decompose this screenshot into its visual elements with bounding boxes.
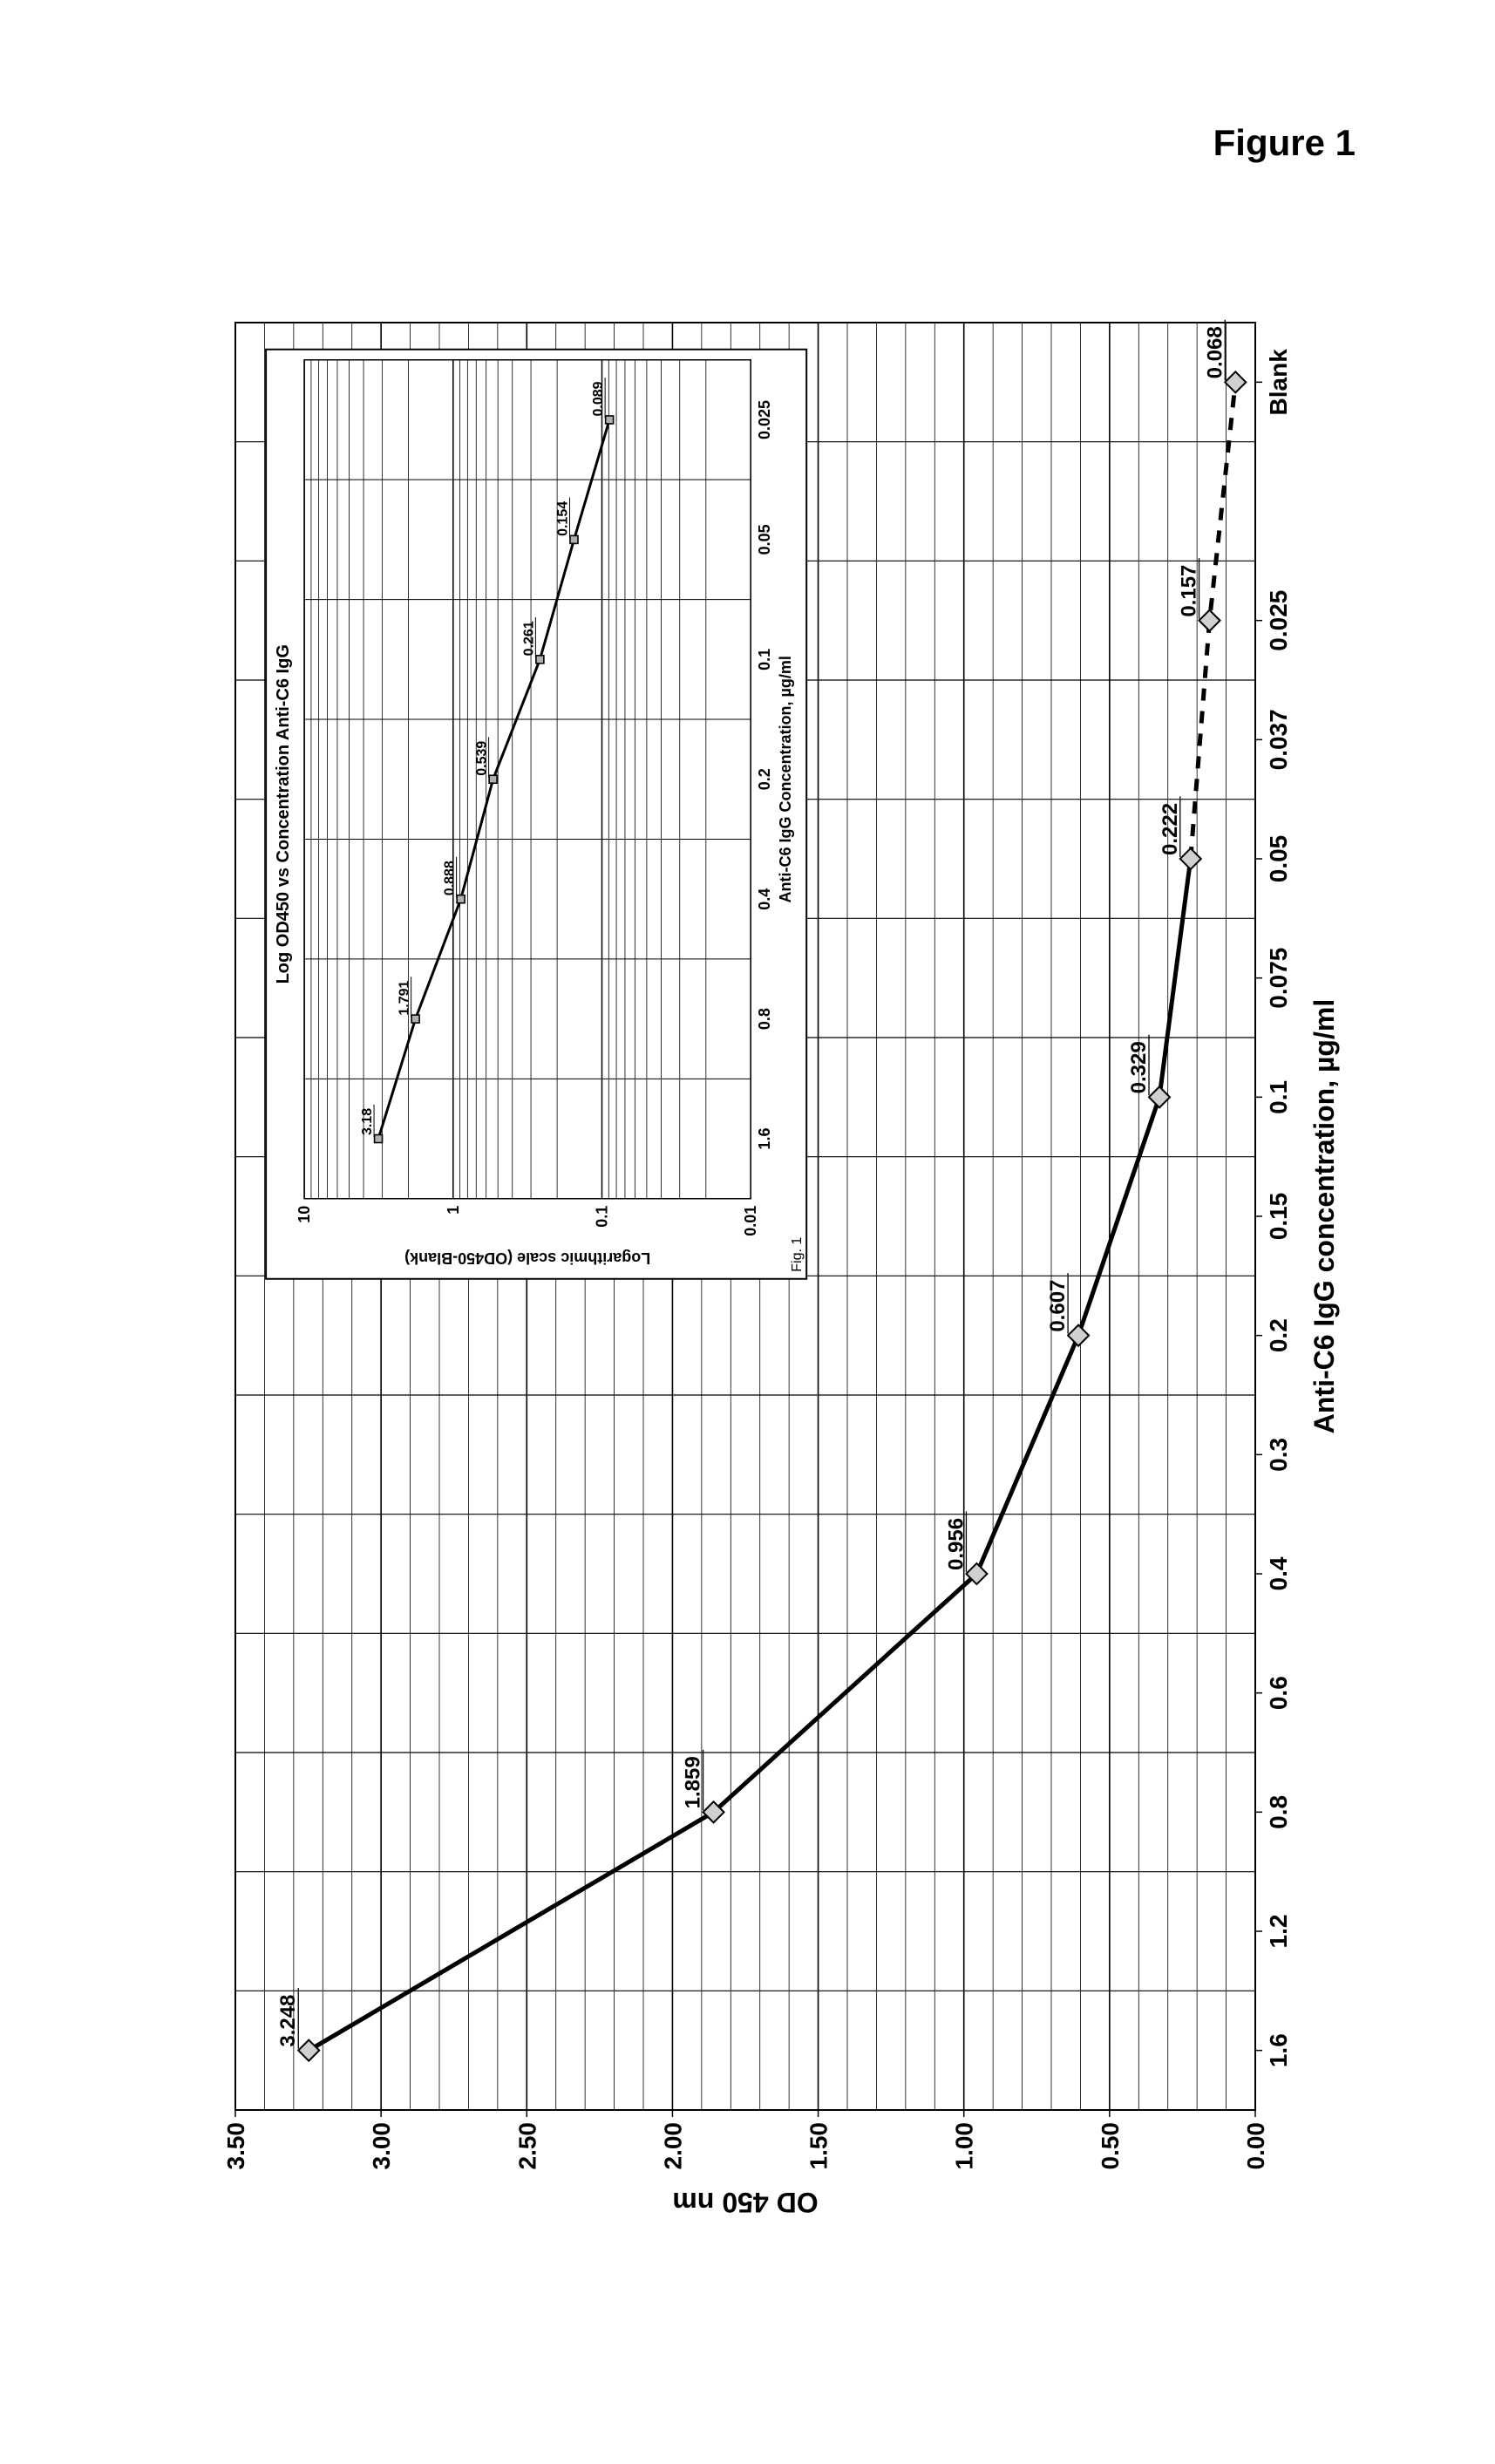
figure-label: Figure 1 — [1213, 122, 1356, 164]
y-tick-label: 0.00 — [1242, 2122, 1269, 2170]
data-label: 0.157 — [1178, 565, 1201, 617]
rotated-plot-container: 0.00 0.50 1.00 1.50 2.00 2.50 3.00 3.50 1.6 1.2 0.… — [209, 296, 1386, 2232]
y-tick-label: 2.00 — [659, 2122, 686, 2170]
x-tick-label: 1.6 — [1265, 2033, 1292, 2067]
inset-data-label: 0.089 — [591, 381, 606, 416]
x-tick-label: 0.075 — [1265, 948, 1292, 1009]
inset-chart: Log OD450 vs Concentration Anti-C6 IgG Fi… — [266, 350, 806, 1279]
y-axis-label: OD 450 nm — [672, 2187, 818, 2218]
inset-data-label: 1.791 — [398, 980, 412, 1015]
inset-y-tick: 10 — [296, 1206, 313, 1223]
inset-y-tick: 0.1 — [594, 1206, 611, 1228]
x-axis-label: Anti-C6 IgG concentration, µg/ml — [1308, 999, 1340, 1433]
inset-marker — [489, 775, 497, 783]
inset-data-label: 0.539 — [475, 741, 490, 776]
data-marker — [1225, 371, 1246, 392]
inset-data-label: 3.18 — [360, 1108, 375, 1135]
x-tick-label: 1.2 — [1265, 1915, 1292, 1949]
x-tick-label: 0.05 — [1265, 835, 1292, 883]
inset-marker — [375, 1135, 383, 1143]
inset-y-tick: 0.01 — [742, 1206, 759, 1236]
x-tick-label: 0.2 — [1265, 1318, 1292, 1352]
data-marker — [298, 2040, 319, 2061]
inset-x-tick: 0.2 — [756, 768, 773, 790]
inset-marker — [606, 416, 614, 424]
x-tick-label: 0.3 — [1265, 1438, 1292, 1472]
inset-title: Log OD450 vs Concentration Anti-C6 IgG — [274, 644, 293, 984]
inset-x-tick: 0.4 — [756, 888, 773, 910]
inset-x-tick: 0.025 — [756, 400, 773, 439]
inset-marker — [570, 535, 578, 543]
y-tick-label: 3.00 — [368, 2122, 395, 2170]
data-label: 1.859 — [682, 1756, 705, 1808]
y-tick-label: 1.50 — [805, 2122, 832, 2170]
data-label: 0.956 — [944, 1518, 968, 1570]
data-marker — [1068, 1325, 1089, 1346]
data-marker — [1180, 848, 1201, 869]
inset-y-label: Logarithmic scale (OD450-Blank) — [404, 1249, 650, 1267]
x-tick-label: 0.1 — [1265, 1080, 1292, 1114]
data-label: 3.248 — [276, 1995, 300, 2047]
data-label: 0.329 — [1127, 1041, 1151, 1093]
inset-data-label: 0.261 — [521, 621, 536, 656]
x-tick-label: 0.4 — [1265, 1556, 1292, 1590]
x-tick-label: 0.15 — [1265, 1193, 1292, 1241]
inset-marker — [411, 1015, 419, 1023]
inset-x-tick: 1.6 — [756, 1128, 773, 1150]
data-label: 0.607 — [1046, 1280, 1070, 1332]
data-marker — [1149, 1086, 1170, 1107]
inset-data-label: 0.154 — [555, 501, 570, 536]
data-marker — [1199, 610, 1220, 631]
x-tick-label: Blank — [1265, 349, 1292, 416]
inset-x-tick: 0.05 — [756, 524, 773, 555]
y-tick-label: 2.50 — [513, 2122, 540, 2170]
inset-x-label: Anti-C6 IgG Concentration, µg/ml — [777, 656, 794, 902]
data-label: 0.068 — [1203, 326, 1227, 378]
inset-caption: Fig. 1 — [790, 1237, 805, 1272]
y-tick-label: 0.50 — [1097, 2122, 1124, 2170]
inset-data-label: 0.888 — [443, 861, 458, 895]
inset-y-tick: 1 — [445, 1206, 462, 1215]
inset-marker — [457, 895, 465, 903]
y-tick-label: 3.50 — [222, 2122, 249, 2170]
inset-marker — [536, 656, 544, 664]
main-plot: 0.00 0.50 1.00 1.50 2.00 2.50 3.00 3.50 1.6 1.2 0.… — [209, 296, 1386, 2232]
inset-x-tick: 0.8 — [756, 1008, 773, 1030]
x-tick-label: 0.037 — [1265, 709, 1292, 770]
y-tick-label: 1.00 — [951, 2122, 978, 2170]
data-label: 0.222 — [1159, 803, 1182, 855]
x-tick-label: 0.025 — [1265, 590, 1292, 651]
x-tick-label: 0.8 — [1265, 1795, 1292, 1829]
x-tick-label: 0.6 — [1265, 1676, 1292, 1710]
inset-x-tick: 0.1 — [756, 649, 773, 670]
